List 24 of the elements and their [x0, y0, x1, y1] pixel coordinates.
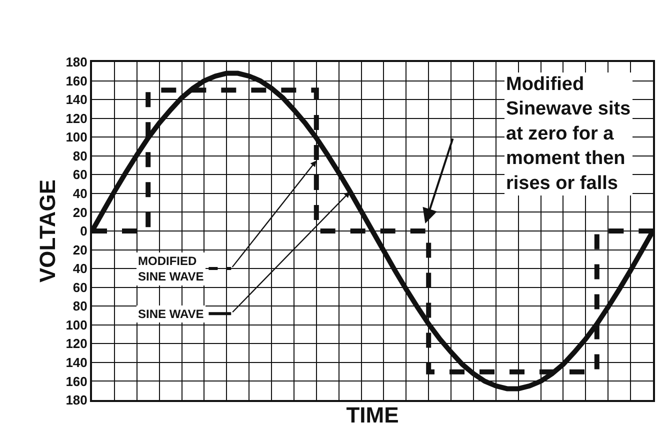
- y-tick-label: 140: [66, 354, 88, 370]
- y-tick-label: 60: [72, 280, 88, 295]
- y-tick-label: 0: [80, 224, 88, 239]
- y-tick-label: 40: [72, 186, 88, 201]
- y-tick-label: 100: [66, 317, 88, 332]
- y-tick-label: 40: [72, 261, 88, 276]
- y-tick-label: 80: [72, 148, 88, 164]
- legend-label: MODIFIED SINE WAVE: [138, 254, 204, 284]
- y-tick-label: 80: [72, 298, 88, 314]
- y-tick-label: 20: [72, 204, 88, 220]
- y-tick-label: 140: [66, 92, 88, 108]
- legend-label: SINE WAVE: [138, 307, 204, 321]
- y-tick-label: 120: [66, 336, 88, 352]
- x-axis-title: TIME: [346, 402, 399, 428]
- y-tick-label: 160: [66, 73, 88, 88]
- annotation: Modified Sinewave sits at zero for a moment then rises or falls: [506, 74, 631, 194]
- y-tick-label: 20: [72, 242, 88, 258]
- y-tick-label: 180: [66, 54, 88, 70]
- y-tick-label: 160: [66, 374, 88, 389]
- y-axis-title: VOLTAGE: [34, 179, 60, 283]
- y-tick-label: 60: [72, 167, 88, 182]
- y-tick-label: 120: [66, 110, 88, 126]
- y-tick-label: 180: [66, 392, 88, 408]
- y-tick-label: 100: [66, 130, 88, 145]
